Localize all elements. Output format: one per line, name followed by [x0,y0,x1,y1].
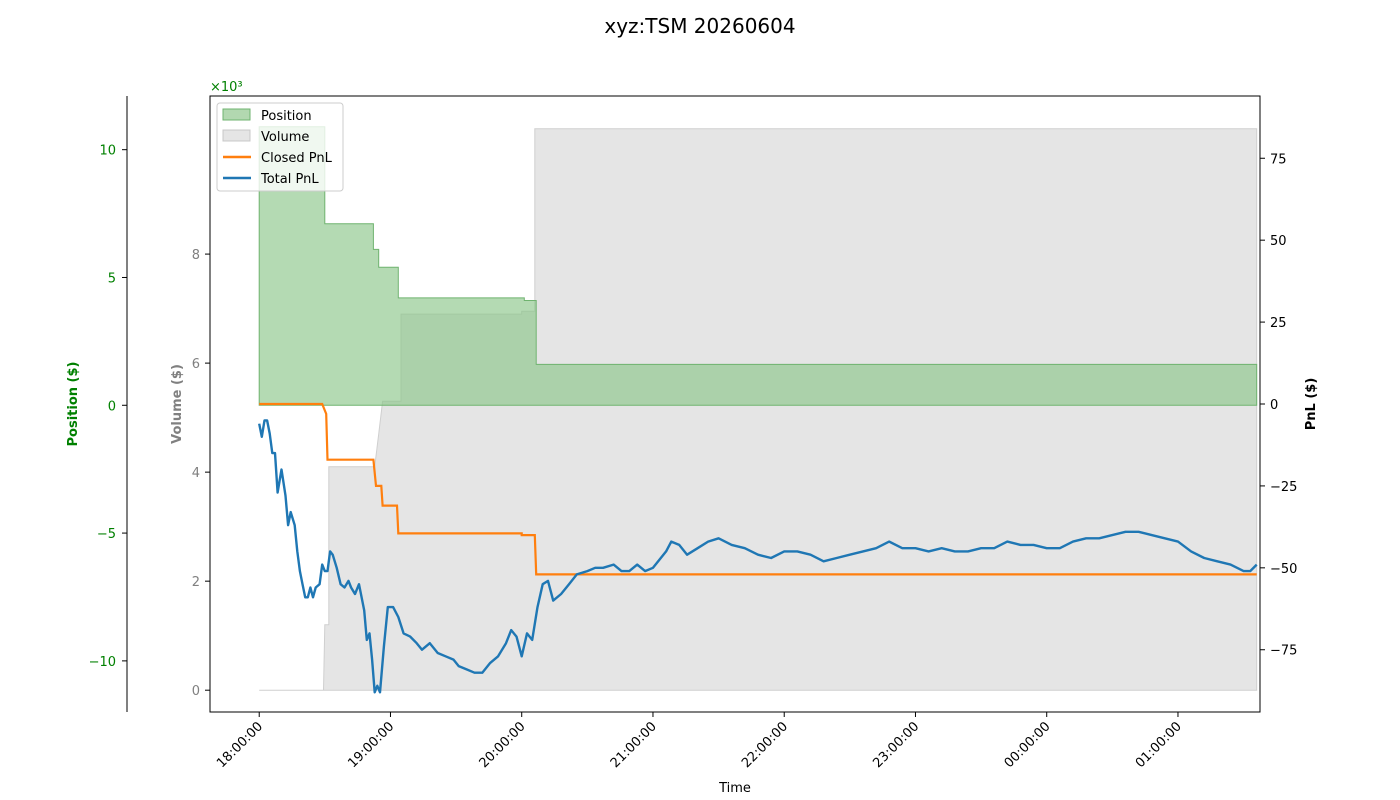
legend-label: Closed PnL [261,151,333,166]
legend-frame [216,102,344,192]
pnl-axis: −75 −50 −25 0 25 50 75 [1260,152,1297,659]
volume-tick-label: 6 [192,357,200,372]
pnl-tick-label: 50 [1270,234,1287,249]
pnl-axis-label: PnL ($) [1304,378,1319,431]
legend-swatch [222,108,251,121]
x-axis-label: Time [718,781,751,796]
x-tick-label: 21:00:00 [608,719,660,771]
position-axis-label: Position ($) [66,362,81,447]
position-tick-label: 0 [108,399,116,414]
x-tick-label: 23:00:00 [870,719,922,771]
closed-pnl-line [259,402,1257,576]
x-axis: 18:00:00 19:00:00 20:00:00 21:00:00 22:00:00… [214,712,1185,771]
pnl-tick-label: −75 [1270,644,1297,659]
volume-tick-label: 4 [192,466,200,481]
volume-tick-label: 2 [192,575,200,590]
x-tick-label: 20:00:00 [477,719,529,771]
x-tick-label: 18:00:00 [214,719,266,771]
legend-label: Position [261,109,312,124]
volume-tick-label: 0 [192,684,200,699]
volume-tick-label: 8 [192,248,200,263]
position-tick-label: 5 [108,271,116,286]
total-pnl-line [258,419,1258,694]
position-tick-label: −10 [89,655,116,670]
volume-area [259,128,1258,691]
pnl-tick-label: −25 [1270,480,1297,495]
volume-axis: 0 2 4 6 8 [192,248,210,699]
x-tick-label: 00:00:00 [1002,719,1054,771]
legend-label: Total PnL [260,172,319,187]
pnl-tick-label: 25 [1270,316,1287,331]
position-tick-label: 10 [99,144,116,159]
position-axis: −10 −5 0 5 10 [89,96,128,712]
pnl-tick-label: 75 [1270,152,1287,167]
pnl-tick-label: −50 [1270,562,1297,577]
legend-label: Volume [261,130,309,145]
legend: Position Volume Closed PnL Total PnL [216,102,344,192]
chart-title: xyz:TSM 20260604 [604,14,795,38]
volume-axis-label: Volume ($) [170,364,185,444]
volume-offset-label: ×10³ [210,80,243,95]
x-tick-label: 01:00:00 [1133,719,1185,771]
legend-swatch [222,129,251,142]
position-tick-label: −5 [97,527,116,542]
x-tick-label: 19:00:00 [345,719,397,771]
pnl-tick-label: 0 [1270,398,1278,413]
x-tick-label: 22:00:00 [739,719,791,771]
